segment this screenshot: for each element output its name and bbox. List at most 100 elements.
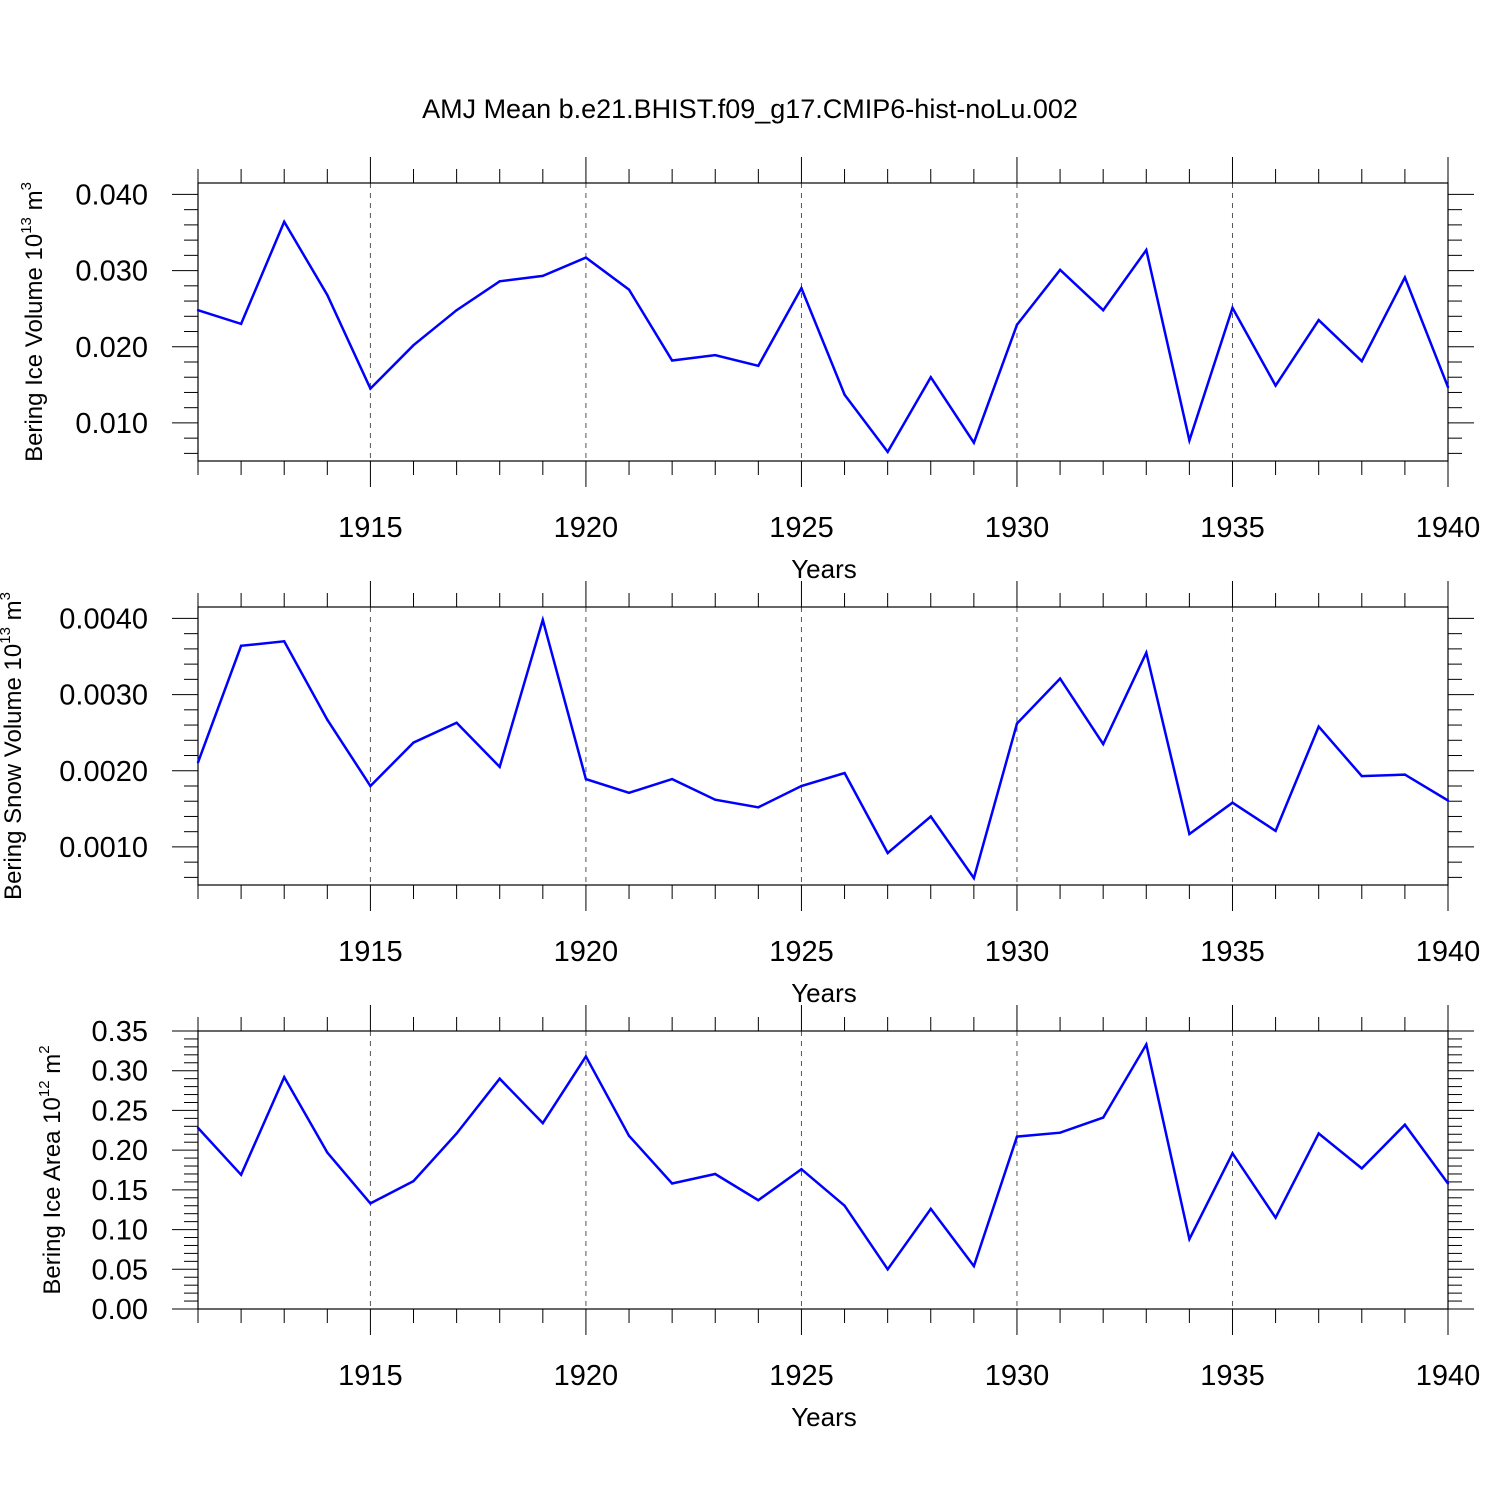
y-tick-label: 0.00 [92,1294,148,1326]
x-tick-label: 1925 [769,936,834,968]
data-point [886,1268,889,1271]
y-tick-label: 0.05 [92,1254,148,1286]
data-point [283,640,286,643]
data-point [972,876,976,880]
y-axis-label-unit-exponent: 3 [18,182,35,190]
data-point [1360,360,1363,363]
x-tick-label: 1925 [769,1360,834,1392]
data-point [1403,276,1407,279]
data-point [843,1204,846,1207]
data-point [455,721,458,724]
y-axis-label: Bering Snow Volume 1013 m3 [0,592,27,900]
data-point [369,784,372,788]
y-tick-label: 0.040 [75,179,148,211]
series-line [197,1041,1450,1272]
y-axis-label-text: Bering Snow Volume 10 [0,644,27,900]
data-point [541,618,545,622]
y-axis-label: Bering Ice Area 1012 m2 [36,1045,66,1294]
data-point [1403,1123,1407,1126]
panel-3: 1915 1920 1925 1930 1935 1940 0.00 0.05 0.10 0.15… [36,1005,1480,1432]
y-tick-label: 0.10 [92,1215,148,1247]
data-point [498,765,501,769]
plot-frame [197,182,1449,462]
y-tick-label: 0.25 [92,1095,148,1127]
y-axis-label-exponent: 13 [18,217,35,234]
x-tick-label: 1915 [338,1360,403,1392]
data-point [1188,439,1191,442]
plot-frame [197,1030,1449,1310]
y-tick-label: 0.020 [75,332,148,364]
y-tick-label: 0.010 [75,408,148,440]
data-point [369,1202,372,1205]
data-point [239,322,243,326]
y-tick-label: 0.0040 [59,603,148,635]
data-point [1188,1237,1191,1241]
data-point [412,1179,415,1183]
data-point [1058,1131,1062,1134]
data-point [886,851,889,855]
data-point [196,308,200,312]
data-point [1446,385,1450,389]
y-axis-label-unit: m [0,600,27,627]
data-point [326,718,329,721]
data-point [1231,306,1234,310]
data-point [757,806,760,809]
x-tick-label: 1940 [1416,1360,1481,1392]
data-point [1446,1182,1450,1185]
y-axis-label-unit-exponent: 3 [0,592,14,600]
data-point [714,1172,717,1176]
y-tick-label: 0.30 [92,1056,148,1088]
x-tick-label: 1940 [1416,512,1481,544]
panel-2: 1915 1920 1925 1930 1935 1940 0.0010 0.0020 0.00… [0,581,1480,1008]
y-axis-label-text: Bering Ice Volume 10 [21,234,48,462]
data-point [627,288,631,291]
y-axis-label-unit: m [39,1054,66,1081]
data-point [196,1126,200,1130]
data-point [326,1151,329,1154]
y-tick-label: 0.0030 [59,680,148,712]
data-point [1101,742,1105,746]
data-point [1360,1167,1363,1170]
data-point [1317,1132,1320,1135]
data-point [1317,725,1320,728]
data-point [627,1134,631,1138]
data-point [584,256,588,259]
series-line [196,615,1449,881]
data-point [326,293,329,297]
data-point [283,220,286,224]
data-point [455,308,458,312]
data-point [1231,1152,1234,1155]
data-point [239,1173,243,1176]
data-point [196,761,200,764]
chart-title: AMJ Mean b.e21.BHIST.f09_g17.CMIP6-hist-… [422,94,1078,124]
y-tick-label: 0.0010 [59,832,148,864]
data-point [972,441,976,444]
y-axis-label-unit: m [21,190,48,217]
data-point [714,798,717,801]
x-axis-label: Years [791,978,857,1008]
x-tick-label: 1925 [769,512,834,544]
data-point [239,644,243,648]
y-axis-label: Bering Ice Volume 1013 m3 [18,182,48,462]
panel-1: 1915 1920 1925 1930 1935 1940 0.010 0.020 0.030 0… [18,157,1480,584]
data-point [670,359,674,362]
x-tick-label: 1935 [1200,936,1265,968]
data-point [929,815,932,818]
x-tick-label: 1930 [985,1360,1050,1392]
y-tick-label: 0.0020 [59,756,148,788]
data-point [1015,323,1019,326]
plot-frame [197,606,1449,886]
data-point [498,1077,501,1080]
data-point [1058,268,1062,272]
x-tick-label: 1915 [338,512,403,544]
data-point [929,376,932,379]
data-point [584,777,588,781]
y-axis-label-unit-exponent: 2 [36,1045,53,1053]
data-point [800,1168,803,1171]
data-point [843,771,846,775]
data-point [1145,651,1148,654]
data-point [584,1055,588,1058]
data-point [1015,1135,1019,1138]
